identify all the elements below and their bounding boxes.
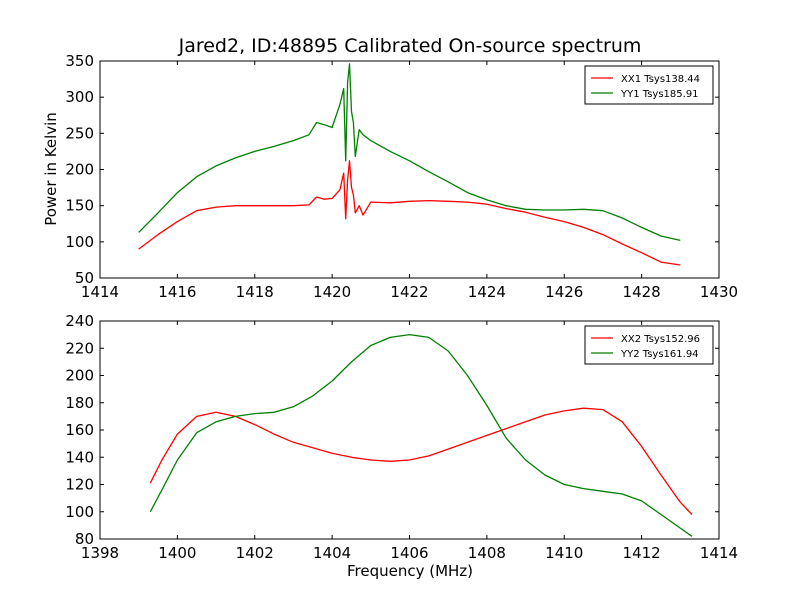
bottom-x-tick-label: 1406 <box>390 544 428 562</box>
top-x-tick-label: 1426 <box>545 283 583 301</box>
bottom-y-tick-label: 120 <box>65 476 94 494</box>
bottom-x-tick-label: 1410 <box>545 544 583 562</box>
bottom-y-tick-label: 180 <box>65 394 94 412</box>
chart-title: Jared2, ID:48895 Calibrated On-source sp… <box>178 35 642 57</box>
bottom-x-axis-label: Frequency (MHz) <box>347 562 473 580</box>
bottom-y-tick-label: 80 <box>75 530 94 548</box>
top-legend-box <box>584 65 714 105</box>
bottom-x-tick-label: 1414 <box>700 544 738 562</box>
bottom-plot-series <box>149 333 693 537</box>
top-x-tick-label: 1422 <box>390 283 428 301</box>
bottom-y-tick-label: 100 <box>65 503 94 521</box>
bottom-legend-box <box>584 325 714 365</box>
top-legend-label: XX1 Tsys138.44 <box>621 74 700 85</box>
bottom-x-tick-label: 1412 <box>623 544 661 562</box>
top-y-axis-label: Power in Kelvin <box>42 112 60 226</box>
bottom-y-tick-label: 220 <box>65 339 94 357</box>
top-y-tick-label: 350 <box>65 52 94 70</box>
bottom-y-tick-label: 160 <box>65 421 94 439</box>
bottom-y-tick-label: 140 <box>65 448 94 466</box>
bottom-series-line-yy2 <box>149 333 693 537</box>
top-y-tick-label: 100 <box>65 233 94 251</box>
bottom-plot-ticks: 1398 1400 1402 1404 1406 1408 1410 1412 1414 80 10… <box>65 312 738 562</box>
bottom-y-tick-label: 240 <box>65 312 94 330</box>
top-x-tick-label: 1418 <box>236 283 274 301</box>
bottom-x-tick-label: 1408 <box>468 544 506 562</box>
bottom-series-line-xx2 <box>149 407 693 515</box>
bottom-x-tick-label: 1398 <box>81 544 119 562</box>
top-x-tick-label: 1430 <box>700 283 738 301</box>
top-x-tick-label: 1424 <box>468 283 506 301</box>
top-y-tick-label: 300 <box>65 88 94 106</box>
top-legend-label: YY1 Tsys185.91 <box>620 89 699 100</box>
top-y-tick-label: 150 <box>65 197 94 215</box>
top-y-tick-label: 50 <box>75 269 94 287</box>
bottom-legend-label: YY2 Tsys161.94 <box>620 349 699 360</box>
top-x-tick-label: 1414 <box>81 283 119 301</box>
top-x-tick-label: 1420 <box>313 283 351 301</box>
bottom-y-tick-label: 200 <box>65 367 94 385</box>
top-x-tick-label: 1416 <box>158 283 196 301</box>
bottom-x-tick-label: 1404 <box>313 544 351 562</box>
top-plot-ticks: 1414 1416 1418 1420 1422 1424 1426 1428 1430 50 10… <box>65 52 738 301</box>
top-series-line-yy1 <box>138 63 681 242</box>
bottom-plot-legend: XX2 Tsys152.96 YY2 Tsys161.94 <box>584 325 714 365</box>
top-plot-legend: XX1 Tsys138.44 YY1 Tsys185.91 <box>584 65 714 105</box>
bottom-x-tick-label: 1402 <box>236 544 274 562</box>
bottom-x-tick-label: 1400 <box>158 544 196 562</box>
bottom-legend-label: XX2 Tsys152.96 <box>621 334 700 345</box>
top-plot-series <box>138 63 681 266</box>
top-x-tick-label: 1428 <box>623 283 661 301</box>
bottom-plot: 1398 1400 1402 1404 1406 1408 1410 1412 1414 80 10… <box>65 312 738 562</box>
top-plot: 1414 1416 1418 1420 1422 1424 1426 1428 1430 50 10… <box>65 52 738 301</box>
top-y-tick-label: 200 <box>65 161 94 179</box>
top-y-tick-label: 250 <box>65 124 94 142</box>
top-series-line-xx1 <box>138 160 681 266</box>
